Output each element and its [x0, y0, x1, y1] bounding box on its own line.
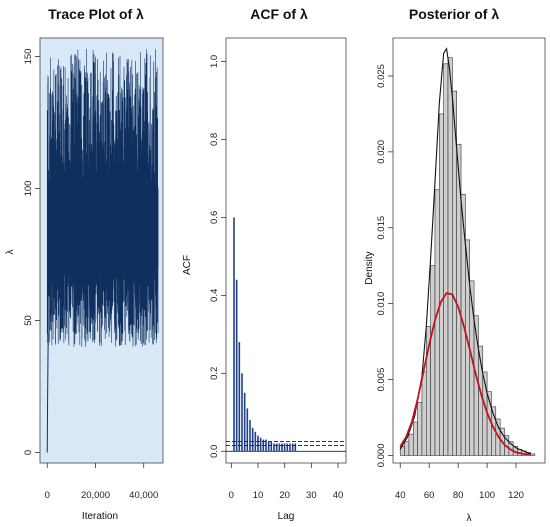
- posterior-title: Posterior of λ: [409, 6, 499, 22]
- posterior-bar: [430, 265, 436, 456]
- acf-x-tick-label: 30: [306, 490, 317, 501]
- acf-plot-frame: [225, 37, 347, 464]
- posterior-bar: [530, 453, 536, 456]
- trace-y-label: λ: [5, 250, 16, 255]
- posterior-bar: [417, 401, 423, 456]
- acf-y-tick-label: 0.4: [209, 289, 220, 302]
- trace-panel: Trace Plot of λ 0 20,000 40,000 050100150 …: [5, 6, 164, 522]
- posterior-y-tick-label: 0.015: [376, 216, 387, 240]
- posterior-x-tick-label: 40: [395, 490, 406, 501]
- posterior-bar: [434, 189, 440, 456]
- posterior-bar: [421, 371, 427, 456]
- posterior-x-tick-label: 60: [424, 490, 435, 501]
- posterior-fitted-curve: [399, 291, 531, 456]
- acf-title: ACF of λ: [250, 6, 308, 22]
- acf-x-tick-label: 20: [279, 490, 290, 501]
- posterior-x-ticks: 40 60 80 100 120: [395, 463, 524, 501]
- posterior-bar: [443, 63, 449, 456]
- posterior-y-ticks: 0.000 0.005 0.010 0.015 0.020 0.025: [376, 64, 393, 467]
- posterior-bar: [404, 441, 410, 456]
- trace-y-tick-label: 100: [23, 181, 34, 197]
- trace-marks: [46, 48, 159, 453]
- posterior-y-tick-label: 0.010: [376, 292, 387, 316]
- acf-y-tick-label: 0.2: [209, 367, 220, 380]
- posterior-bar: [439, 113, 444, 456]
- acf-y-tick-label: 0.0: [209, 445, 220, 458]
- posterior-x-tick-label: 100: [479, 490, 495, 501]
- acf-y-tick-label: 1.0: [209, 55, 220, 68]
- trace-title: Trace Plot of λ: [48, 6, 144, 22]
- acf-y-ticks: 0.0 0.2 0.4 0.6 0.8 1.0: [209, 55, 226, 458]
- acf-x-tick-label: 0: [229, 490, 234, 501]
- acf-y-tick-label: 0.6: [209, 211, 220, 224]
- posterior-y-tick-label: 0.020: [376, 140, 387, 164]
- trace-y-tick-label: 0: [23, 450, 34, 455]
- trace-line: [46, 48, 159, 347]
- trace-burn-in-line: [46, 333, 49, 453]
- posterior-y-tick-label: 0.005: [376, 368, 387, 392]
- trace-x-tick-label: 0: [45, 490, 50, 501]
- trace-y-tick-label: 50: [23, 315, 34, 326]
- posterior-x-tick-label: 80: [453, 490, 464, 501]
- posterior-panel: Posterior of λ 40 60 80 100 120 0.0000.0050.…: [364, 6, 546, 524]
- trace-y-tick-label: 150: [23, 49, 34, 65]
- acf-x-tick-label: 40: [333, 490, 344, 501]
- acf-x-ticks: 0 10 20 30 40: [229, 463, 344, 501]
- posterior-x-tick-label: 120: [508, 490, 524, 501]
- posterior-y-tick-label: 0.025: [376, 64, 387, 88]
- posterior-bar: [412, 421, 418, 456]
- posterior-marks: [399, 47, 536, 456]
- posterior-bar: [408, 433, 414, 456]
- acf-y-label: ACF: [182, 255, 193, 275]
- acf-y-tick-label: 0.8: [209, 133, 220, 146]
- trace-y-ticks: 0 50 100 150: [23, 49, 40, 455]
- posterior-x-label: λ: [467, 513, 472, 524]
- acf-panel: ACF of λ 0 10 20 30 40 0.0 0.2 0.4 0.6 0.8 1.0 La…: [182, 6, 347, 522]
- posterior-y-tick-label: 0.000: [376, 444, 387, 468]
- trace-x-tick-label: 40,000: [129, 490, 158, 501]
- acf-x-label: Lag: [278, 511, 295, 522]
- acf-x-tick-label: 10: [253, 490, 264, 501]
- trace-x-label: Iteration: [82, 511, 118, 522]
- posterior-density-curve: [399, 47, 531, 455]
- posterior-y-label: Density: [364, 251, 375, 284]
- trace-x-tick-label: 20,000: [81, 490, 110, 501]
- posterior-bar: [447, 57, 453, 456]
- acf-marks: [226, 217, 346, 452]
- trace-x-ticks: 0 20,000 40,000: [45, 463, 158, 501]
